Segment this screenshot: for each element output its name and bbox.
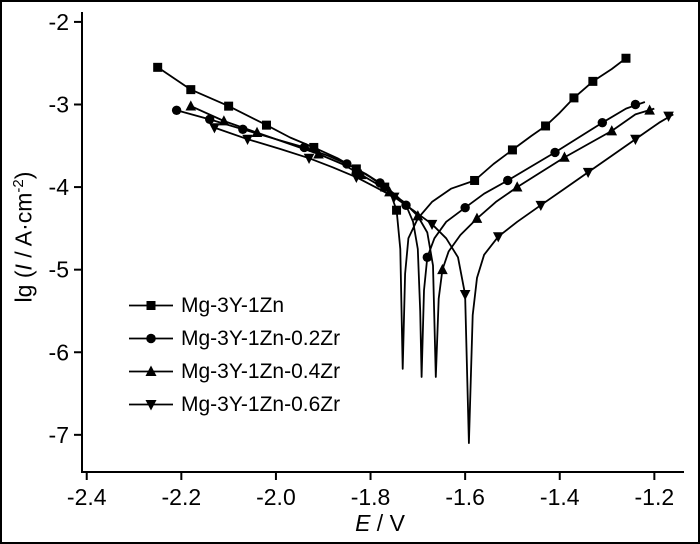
y-tick-label: -6 [49, 339, 69, 365]
x-tick-label: -2.0 [256, 484, 296, 510]
x-axis-label-italic: E [355, 510, 371, 536]
y-axis-label-text: lg ( [10, 270, 37, 303]
x-tick-label: -2.4 [67, 484, 107, 510]
legend-marker-circle-icon [129, 333, 173, 344]
legend-label: Mg-3Y-1Zn [181, 293, 285, 317]
axes [74, 12, 684, 480]
legend: Mg-3Y-1Zn Mg-3Y-1Zn-0.2Zr Mg-3Y-1Zn-0.4Z… [128, 289, 340, 421]
series-triangle-down [209, 111, 674, 444]
x-tick-label: -1.6 [445, 484, 485, 510]
x-tick-label: -1.2 [635, 484, 675, 510]
y-axis-label-suffix: ) [10, 171, 37, 180]
x-tick-label: -2.2 [162, 484, 202, 510]
legend-marker-triangle-down-icon [129, 400, 173, 411]
legend-marker-square-icon [129, 301, 173, 310]
legend-label: Mg-3Y-1Zn-0.2Zr [181, 326, 341, 350]
legend-label: Mg-3Y-1Zn-0.6Zr [181, 392, 341, 416]
x-tick-label: -1.8 [351, 484, 391, 510]
x-axis-label-text: / V [370, 510, 405, 536]
legend-item: Mg-3Y-1Zn-0.2Zr [128, 322, 340, 355]
y-tick-label: -5 [49, 257, 69, 283]
series-triangle-up [185, 100, 655, 378]
y-tick-label: -2 [49, 9, 69, 35]
y-tick-label: -3 [49, 91, 69, 117]
legend-item: Mg-3Y-1Zn-0.4Zr [128, 355, 340, 388]
y-axis-label-italic: I [10, 264, 37, 271]
x-axis-label: E / V [82, 510, 678, 537]
x-tick-label: -1.4 [540, 484, 580, 510]
y-axis-label-mid: / A·cm [10, 192, 37, 265]
legend-item: Mg-3Y-1Zn [128, 289, 340, 322]
y-tick-label: -4 [49, 174, 70, 200]
y-axis-label-sup: -2 [10, 179, 27, 193]
legend-marker-triangle-up-icon [129, 365, 173, 376]
legend-item: Mg-3Y-1Zn-0.6Zr [128, 388, 340, 421]
legend-label: Mg-3Y-1Zn-0.4Zr [181, 359, 341, 383]
series-circle [171, 99, 646, 378]
y-axis-label: lg (I / A·cm-2) [10, 87, 42, 387]
y-tick-label: -7 [49, 422, 69, 448]
